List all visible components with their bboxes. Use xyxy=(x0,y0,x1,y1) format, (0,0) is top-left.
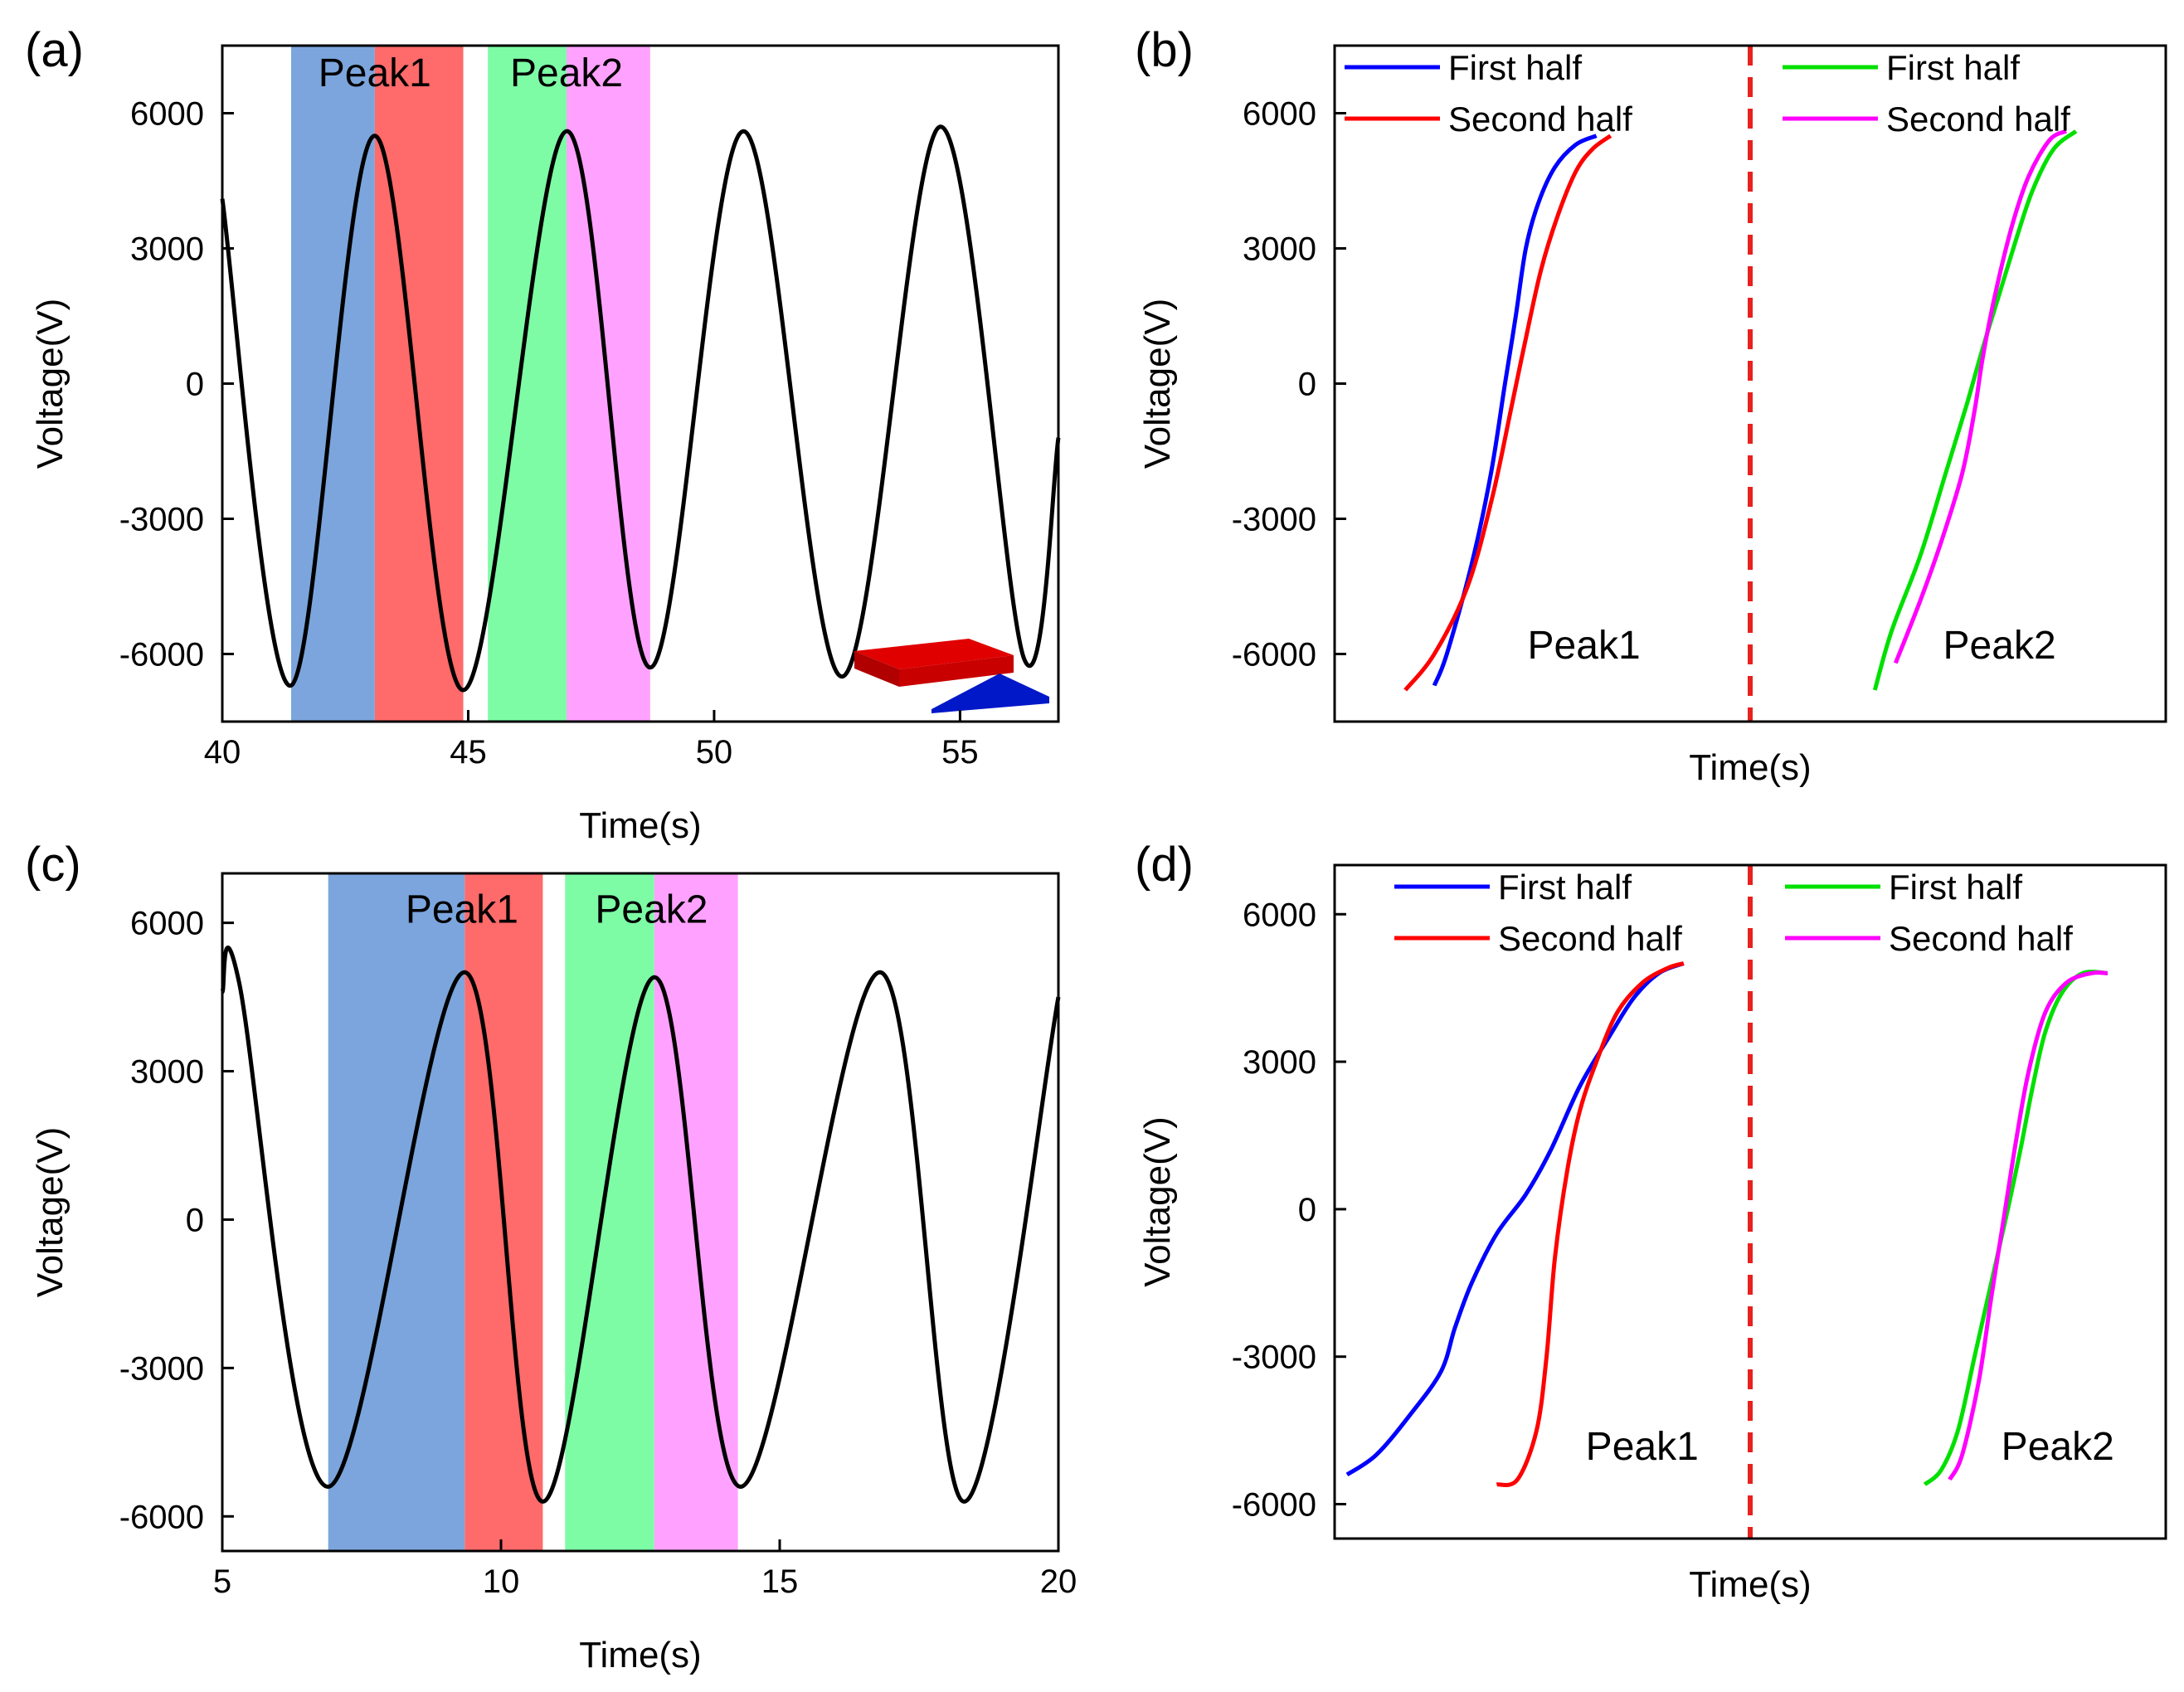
series-line-2 xyxy=(1496,961,1685,1488)
y-axis-title: Voltage(V) xyxy=(1137,1116,1178,1286)
panel-d: (d) -6000 -3000 0 3000 6000 First half Second… xyxy=(1135,838,2167,1605)
y-tick-label: 0 xyxy=(186,367,204,403)
peak-label-2: Peak2 xyxy=(2002,1425,2114,1469)
x-tick-label: 15 xyxy=(761,1563,799,1600)
y-tick-label: 6000 xyxy=(130,906,204,942)
x-tick-label: 10 xyxy=(483,1563,520,1600)
plot-frame xyxy=(1333,863,2167,1540)
y-tick-label: -6000 xyxy=(119,1499,204,1535)
blue-electrode xyxy=(931,673,1049,713)
x-tick-label: 45 xyxy=(450,734,487,771)
x-axis-title: Time(s) xyxy=(1689,747,1811,788)
panel-label: (b) xyxy=(1135,23,1194,77)
series-line-1 xyxy=(1345,961,1685,1477)
y-tick-label: 3000 xyxy=(1243,1044,1316,1081)
y-tick-label: 6000 xyxy=(1243,897,1316,933)
panel-b: (b) -6000 -3000 0 3000 6000 First half Second… xyxy=(1135,23,2167,788)
peak-label-2: Peak2 xyxy=(595,888,708,932)
series-line-3 xyxy=(1872,129,2078,691)
x-tick-label: 55 xyxy=(941,734,979,771)
peak-label-1: Peak1 xyxy=(1586,1425,1699,1469)
highlight-region-3 xyxy=(488,46,567,722)
highlight-region-4 xyxy=(654,873,738,1551)
y-tick-label: 0 xyxy=(186,1202,204,1238)
panel-label: (a) xyxy=(25,23,84,77)
series-line-2 xyxy=(1403,134,1612,692)
y-tick-label: 0 xyxy=(1298,367,1316,403)
y-tick-label: 3000 xyxy=(130,231,204,268)
x-axis-title: Time(s) xyxy=(579,805,701,846)
series-line-4 xyxy=(1948,970,2109,1481)
y-tick-label: -6000 xyxy=(1232,1487,1316,1524)
legend-label: Second half xyxy=(1889,919,2073,958)
panel-c: (c) -6000 -3000 0 3000 6000 5 10 15 20 Peak1 Pea… xyxy=(25,838,1077,1675)
legend-label: First half xyxy=(1889,868,2022,907)
peak-label-2: Peak2 xyxy=(510,51,623,95)
legend-label: Second half xyxy=(1448,100,1632,139)
peak-label-2: Peak2 xyxy=(1943,624,2056,668)
legend-label: Second half xyxy=(1498,919,1682,958)
peak-label-1: Peak1 xyxy=(319,51,431,95)
y-tick-label: -3000 xyxy=(119,502,204,538)
legend-label: Second half xyxy=(1886,100,2070,139)
y-tick-label: 6000 xyxy=(130,96,204,133)
panel-label: (d) xyxy=(1135,838,1194,892)
peak-label-1: Peak1 xyxy=(406,888,518,932)
electrode-inset xyxy=(854,639,1049,713)
highlight-region-2 xyxy=(374,46,464,722)
legend-label: First half xyxy=(1886,48,2020,87)
legend-label: First half xyxy=(1498,868,1632,907)
red-electrode-top xyxy=(854,639,1014,669)
y-tick-label: 3000 xyxy=(1243,231,1316,268)
y-tick-label: -3000 xyxy=(119,1350,204,1387)
x-tick-label: 50 xyxy=(696,734,733,771)
x-tick-label: 20 xyxy=(1040,1563,1077,1600)
y-axis-title: Voltage(V) xyxy=(30,299,71,469)
series-line-1 xyxy=(1432,134,1598,687)
red-electrode-front xyxy=(899,655,1014,687)
plot-frame xyxy=(221,872,1060,1553)
y-axis-title: Voltage(V) xyxy=(30,1127,71,1297)
peak-label-1: Peak1 xyxy=(1528,624,1641,668)
y-tick-label: 6000 xyxy=(1243,96,1316,133)
series-line-4 xyxy=(1893,129,2067,664)
y-tick-label: -6000 xyxy=(119,637,204,673)
y-tick-label: -6000 xyxy=(1232,637,1316,673)
voltage-series-line xyxy=(220,946,1061,1504)
x-axis-title: Time(s) xyxy=(579,1635,701,1675)
red-electrode-side xyxy=(854,651,899,687)
highlight-region-3 xyxy=(565,873,654,1551)
panel-label: (c) xyxy=(25,838,81,892)
y-tick-label: 3000 xyxy=(130,1054,204,1091)
x-tick-label: 40 xyxy=(204,734,241,771)
y-tick-label: -3000 xyxy=(1232,1340,1316,1376)
y-tick-label: -3000 xyxy=(1232,502,1316,538)
y-axis-title: Voltage(V) xyxy=(1137,299,1178,469)
series-line-3 xyxy=(1923,970,2109,1486)
legend-label: First half xyxy=(1448,48,1582,87)
panel-a: (a) -6000 -3000 0 3000 6000 40 45 50 55 Peak1 Pe… xyxy=(25,23,1061,846)
voltage-series-line xyxy=(220,124,1061,693)
x-axis-title: Time(s) xyxy=(1689,1564,1811,1605)
x-tick-label: 5 xyxy=(213,1563,231,1600)
y-tick-label: 0 xyxy=(1298,1192,1316,1228)
